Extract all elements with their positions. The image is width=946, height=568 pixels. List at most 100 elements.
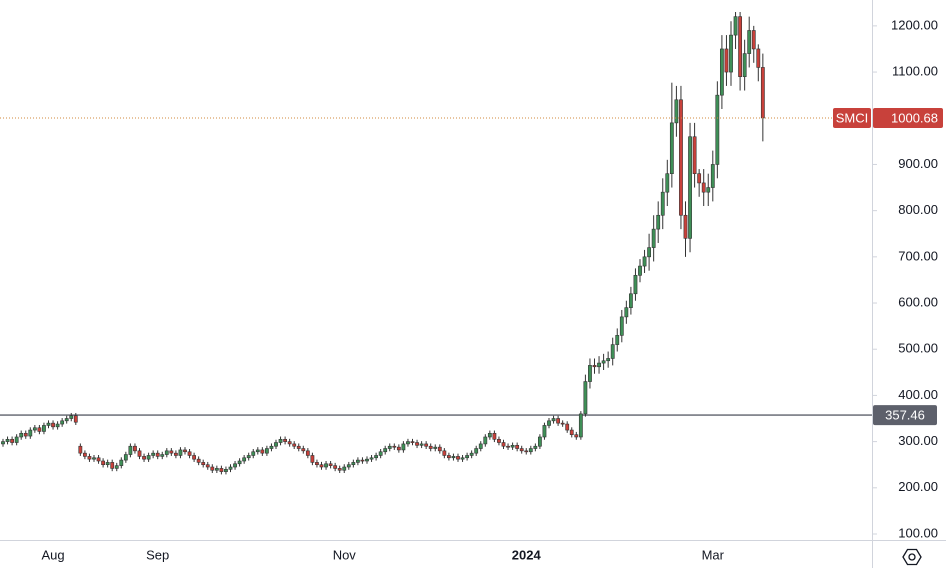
candle-body (114, 465, 119, 469)
candle-body (760, 67, 765, 119)
settings-hex[interactable] (902, 548, 922, 566)
candle-body (19, 432, 24, 438)
candle-body (551, 418, 556, 422)
settings-dot[interactable] (908, 553, 916, 561)
candle-body (615, 335, 620, 345)
candle-body (446, 455, 451, 459)
candle-body (574, 434, 579, 438)
candle-body (55, 423, 60, 428)
candle-body (387, 445, 392, 449)
candle-body (301, 448, 306, 452)
candle-body (296, 445, 301, 449)
candle-body (123, 454, 128, 461)
candle-body (60, 420, 65, 425)
candle-body (310, 455, 315, 463)
candle-body (183, 449, 187, 453)
candle-body (647, 247, 652, 258)
candle-body (365, 458, 369, 462)
candle-body (547, 420, 551, 426)
y-tick-label: 300.00 (898, 433, 938, 448)
candle-body (110, 462, 115, 469)
candle-body (174, 452, 178, 456)
candle-body (374, 455, 379, 459)
candle-body (597, 362, 601, 368)
candle-body (228, 466, 233, 470)
candle-body (688, 136, 692, 239)
candle-body (524, 450, 529, 453)
candle-body (537, 436, 542, 447)
candle-body (255, 449, 260, 453)
y-tick-label: 500.00 (898, 341, 938, 356)
candle-body (1, 441, 5, 445)
candle-body (292, 443, 297, 447)
y-tick-label: 700.00 (898, 248, 938, 263)
candle-body (105, 462, 110, 466)
candle-body (569, 429, 574, 435)
y-tick-label: 900.00 (898, 156, 938, 171)
symbol-label: SMCI (836, 110, 869, 125)
candle-body (196, 458, 201, 463)
candle-body (401, 443, 406, 451)
candle-body (233, 463, 237, 468)
x-tick-label: Nov (333, 547, 357, 562)
candle-body (23, 432, 28, 437)
candle-body (201, 462, 206, 466)
candle-body (633, 275, 638, 295)
candle-body (465, 455, 470, 459)
symbol-tag (833, 107, 871, 128)
candle-body (697, 173, 702, 184)
candle-body (32, 427, 37, 431)
candle-body (501, 442, 506, 447)
candle-body (155, 452, 160, 457)
candle-body (478, 443, 483, 449)
candle-body (78, 445, 83, 454)
candle-body (560, 422, 565, 425)
candle-body (406, 441, 410, 445)
candle-body (601, 360, 606, 364)
candle-body (305, 450, 310, 456)
candle-body (237, 460, 242, 465)
candle-body (101, 460, 106, 466)
candle-body (146, 455, 151, 460)
candle-body (51, 422, 55, 428)
candle-body (428, 445, 433, 449)
candle-body (610, 344, 615, 359)
candle-body (437, 446, 442, 452)
candle-body (151, 452, 156, 456)
candle-body (756, 48, 761, 68)
candle-body (219, 468, 224, 472)
candle-body (328, 463, 333, 466)
candle-body (656, 214, 661, 230)
candle-body (742, 53, 747, 77)
candle-body (246, 455, 251, 459)
settings-icon[interactable] (902, 548, 922, 566)
candle-body (651, 228, 656, 248)
candle-body (378, 451, 383, 456)
candle-body (719, 48, 724, 96)
candle-body (69, 415, 74, 419)
candle-body (588, 365, 592, 382)
candle-body (46, 422, 51, 426)
candle-body (178, 449, 183, 456)
candle-body (733, 16, 738, 36)
candle-body (260, 449, 265, 454)
plot-area (0, 12, 872, 475)
y-tick-label: 100.00 (898, 525, 938, 540)
candle-body (665, 173, 670, 193)
candle-body (638, 265, 642, 276)
candle-body (460, 457, 465, 460)
last-price-tag (873, 107, 943, 128)
candle-body (497, 438, 501, 443)
x-tick-label: Aug (41, 547, 64, 562)
candle-body (419, 443, 424, 446)
candle-body (119, 459, 124, 466)
candle-body (660, 191, 665, 216)
candle-body (224, 469, 228, 472)
candle-body (96, 457, 101, 462)
candle-body (87, 456, 92, 460)
candle-body (346, 464, 351, 468)
y-tick-label: 1200.00 (891, 17, 938, 32)
y-tick-label: 1100.00 (892, 63, 938, 78)
candle-body (565, 423, 570, 431)
candle-body (342, 466, 347, 471)
